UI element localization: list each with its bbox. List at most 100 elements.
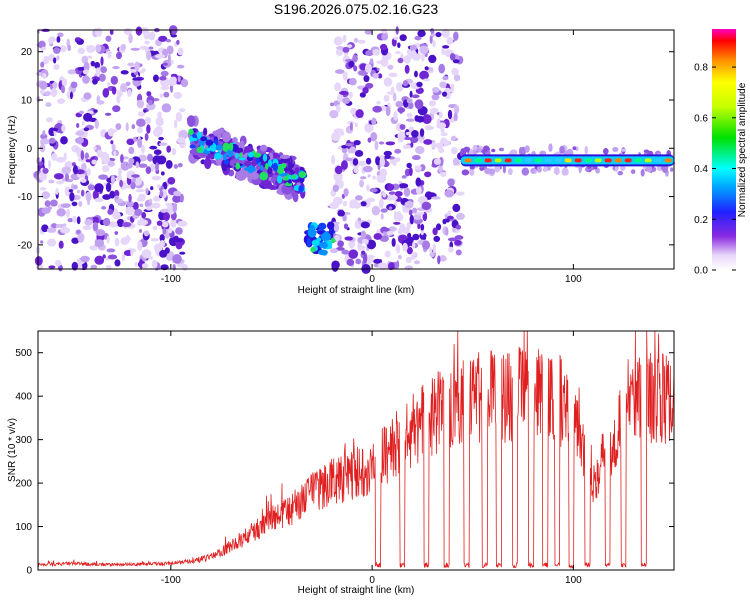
noise-blob [51,153,58,161]
noise-blob [370,132,378,142]
noise-blob [432,40,436,48]
noise-blob [61,124,66,133]
noise-blob [157,121,163,125]
noise-blob [393,221,401,225]
noise-blob [397,254,402,260]
noise-blob [105,51,113,55]
noise-blob [39,89,45,95]
trace-blob [204,157,212,170]
noise-blob [362,87,369,94]
noise-blob [67,69,76,75]
noise-blob [331,154,336,165]
noise-blob [152,128,162,137]
noise-blob [167,176,176,185]
noise-blob [334,82,341,92]
noise-blob [64,186,71,197]
noise-blob [372,105,382,113]
noise-blob [372,73,379,79]
noise-blob [139,45,149,50]
noise-blob [387,183,395,191]
line-halo [561,167,569,176]
steady-line-segment [534,158,542,163]
noise-blob [452,203,461,213]
noise-blob [333,171,343,182]
noise-blob [333,234,340,242]
noise-blob [57,32,64,38]
noise-blob [152,195,161,202]
steady-line-segment [524,158,532,163]
noise-blob [94,197,104,203]
noise-blob [168,227,173,234]
trace-core [288,174,292,181]
noise-blob [75,130,85,136]
noise-blob [402,144,412,149]
noise-blob [417,29,426,38]
trace-core [298,185,304,193]
noise-blob [346,44,353,48]
snr-panel: -100 0 100 0 100 200 300 400 500 Height of strai… [7,330,675,596]
noise-blob [402,80,409,87]
noise-blob [152,155,163,166]
noise-blob [143,109,147,113]
noise-blob [139,203,144,208]
noise-blob [146,91,152,97]
noise-blob [162,228,167,235]
noise-blob [353,167,359,174]
colorbar-tick-label: 0.2 [694,215,708,226]
noise-blob [159,234,165,242]
noise-blob [95,44,102,53]
noise-blob [132,201,139,211]
noise-blob [160,85,170,91]
noise-blob [40,138,50,145]
noise-blob [453,112,458,122]
noise-blob [412,252,418,256]
y-tick-label: -10 [18,192,33,203]
colorbar-ticks: 0.0 0.2 0.4 0.6 0.8 [694,63,736,277]
noise-blob [95,67,101,76]
noise-blob [348,91,353,99]
noise-blob [92,78,98,85]
noise-blob [60,203,71,208]
noise-blob [53,64,60,70]
noise-blob [135,161,140,169]
noise-blob [431,87,440,93]
line-halo [498,147,505,152]
noise-blob [53,47,61,54]
noise-blob [137,219,142,227]
noise-blob [76,123,80,128]
y-tick-label: 500 [15,348,32,359]
noise-blob [414,35,422,41]
trace-core [227,148,234,158]
noise-blob [138,228,143,233]
noise-blob [42,130,46,136]
line-halo [531,151,536,156]
noise-blob [138,163,148,168]
noise-blob [373,258,382,264]
noise-blob [335,48,344,56]
x-tick-label: 0 [369,575,375,586]
noise-blob [83,112,93,122]
noise-blob [120,70,129,75]
noise-blob [50,88,58,97]
noise-blob [127,89,132,97]
noise-blob [130,181,136,190]
noise-blob [130,47,140,51]
noise-blob [431,93,440,101]
noise-blob [423,78,430,82]
trace-core [205,139,214,146]
noise-blob [159,76,167,81]
noise-blob [128,33,133,44]
noise-blob [114,259,121,267]
patch-blob [326,221,335,230]
noise-blob [170,59,174,65]
noise-blob [410,136,419,144]
noise-blob [81,162,87,172]
noise-blob [110,175,116,185]
noise-blob [388,206,393,210]
trace-core [276,175,283,184]
noise-blob [137,126,143,134]
noise-blob [359,179,364,188]
line-halo [524,145,530,153]
trace-core [287,179,292,184]
trace-core [264,162,269,170]
